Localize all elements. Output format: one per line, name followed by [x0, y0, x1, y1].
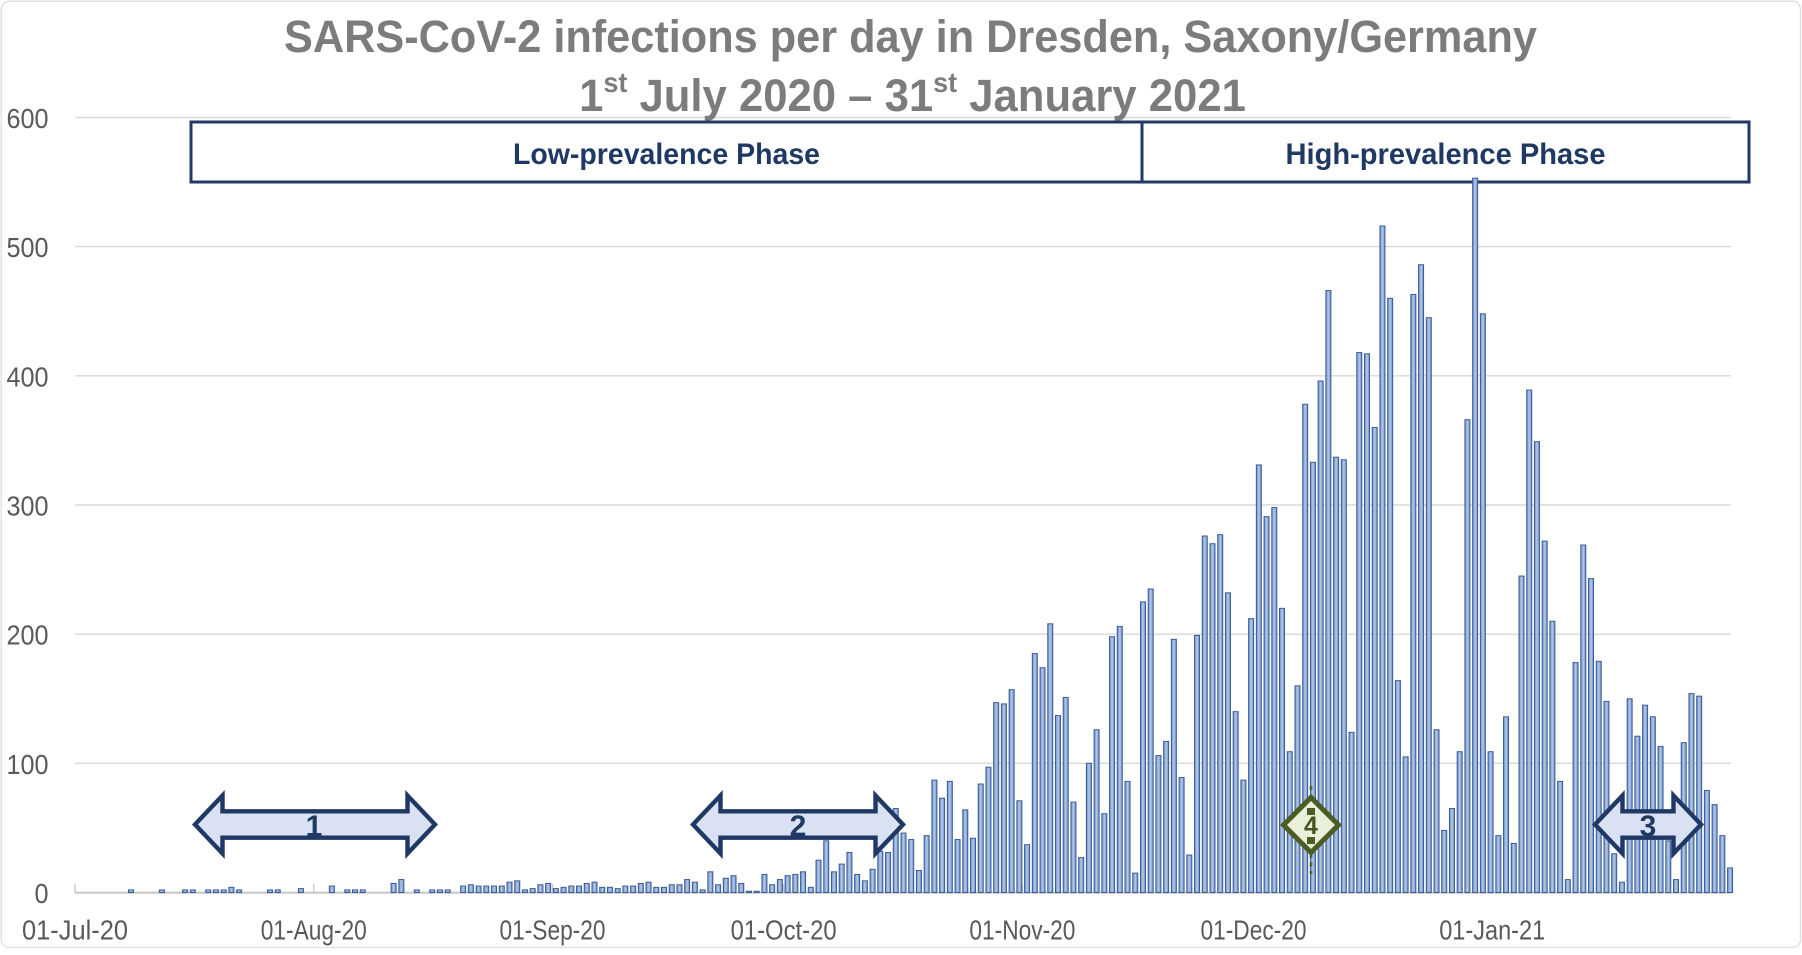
- svg-text:2: 2: [790, 810, 807, 843]
- svg-text:01-Oct-20: 01-Oct-20: [731, 915, 837, 946]
- svg-text:200: 200: [7, 620, 49, 651]
- svg-text:1: 1: [306, 810, 323, 843]
- svg-text:100: 100: [7, 749, 49, 780]
- svg-text:500: 500: [7, 232, 49, 263]
- svg-text:01-Nov-20: 01-Nov-20: [969, 915, 1075, 946]
- svg-text:01-Dec-20: 01-Dec-20: [1201, 915, 1307, 946]
- svg-text:3: 3: [1640, 810, 1657, 843]
- svg-text:01-Aug-20: 01-Aug-20: [261, 915, 367, 946]
- svg-text:High-prevalence Phase: High-prevalence Phase: [1286, 138, 1606, 171]
- svg-text:600: 600: [7, 103, 49, 134]
- svg-text:01-Sep-20: 01-Sep-20: [500, 915, 606, 946]
- svg-text:400: 400: [7, 361, 49, 392]
- svg-text:0: 0: [35, 878, 49, 909]
- svg-text:300: 300: [7, 491, 49, 522]
- svg-text:01-Jul-20: 01-Jul-20: [22, 915, 128, 946]
- svg-text:4: 4: [1304, 812, 1318, 840]
- svg-text:Low-prevalence Phase: Low-prevalence Phase: [513, 138, 820, 171]
- svg-text:1st July 2020 – 31st January 2: 1st July 2020 – 31st January 2021: [579, 67, 1246, 122]
- svg-text:01-Jan-21: 01-Jan-21: [1439, 915, 1545, 946]
- svg-text:SARS-CoV-2 infections per day: SARS-CoV-2 infections per day in Dresden…: [284, 12, 1537, 62]
